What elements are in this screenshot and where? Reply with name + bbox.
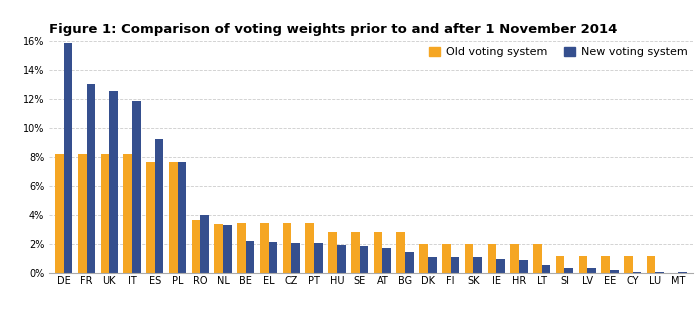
Bar [64,43,72,273]
Bar [351,232,360,273]
Bar [192,220,200,273]
Bar [305,223,314,273]
Bar [396,232,405,273]
Bar [451,257,459,273]
Bar [601,256,610,273]
Bar [237,223,246,273]
Bar [246,241,255,273]
Bar [442,244,451,273]
Bar [101,154,109,273]
Bar [360,246,368,273]
Bar [405,252,414,273]
Bar [624,256,633,273]
Bar [291,243,300,273]
Bar [610,270,619,273]
Bar [337,245,346,273]
Bar [260,223,269,273]
Bar [87,84,95,273]
Bar [374,232,382,273]
Bar [587,268,596,273]
Bar [132,101,141,273]
Bar [647,256,655,273]
Bar [465,244,473,273]
Bar [473,257,482,273]
Legend: Old voting system, New voting system: Old voting system, New voting system [429,47,687,57]
Bar [178,162,186,273]
Bar [510,244,519,273]
Bar [78,154,87,273]
Bar [564,268,573,273]
Bar [633,272,641,273]
Bar [283,223,291,273]
Text: Figure 1: Comparison of voting weights prior to and after 1 November 2014: Figure 1: Comparison of voting weights p… [49,23,617,36]
Bar [542,265,550,273]
Bar [678,272,687,273]
Bar [533,244,542,273]
Bar [487,244,496,273]
Bar [146,162,155,273]
Bar [169,162,178,273]
Bar [223,225,232,273]
Bar [328,232,337,273]
Bar [55,154,64,273]
Bar [269,242,277,273]
Bar [519,260,528,273]
Bar [382,248,391,273]
Bar [155,139,164,273]
Bar [419,244,428,273]
Bar [496,259,505,273]
Bar [556,256,564,273]
Bar [428,257,437,273]
Bar [314,244,323,273]
Bar [655,272,664,273]
Bar [123,154,132,273]
Bar [578,256,587,273]
Bar [200,216,209,273]
Bar [109,91,118,273]
Bar [214,225,223,273]
